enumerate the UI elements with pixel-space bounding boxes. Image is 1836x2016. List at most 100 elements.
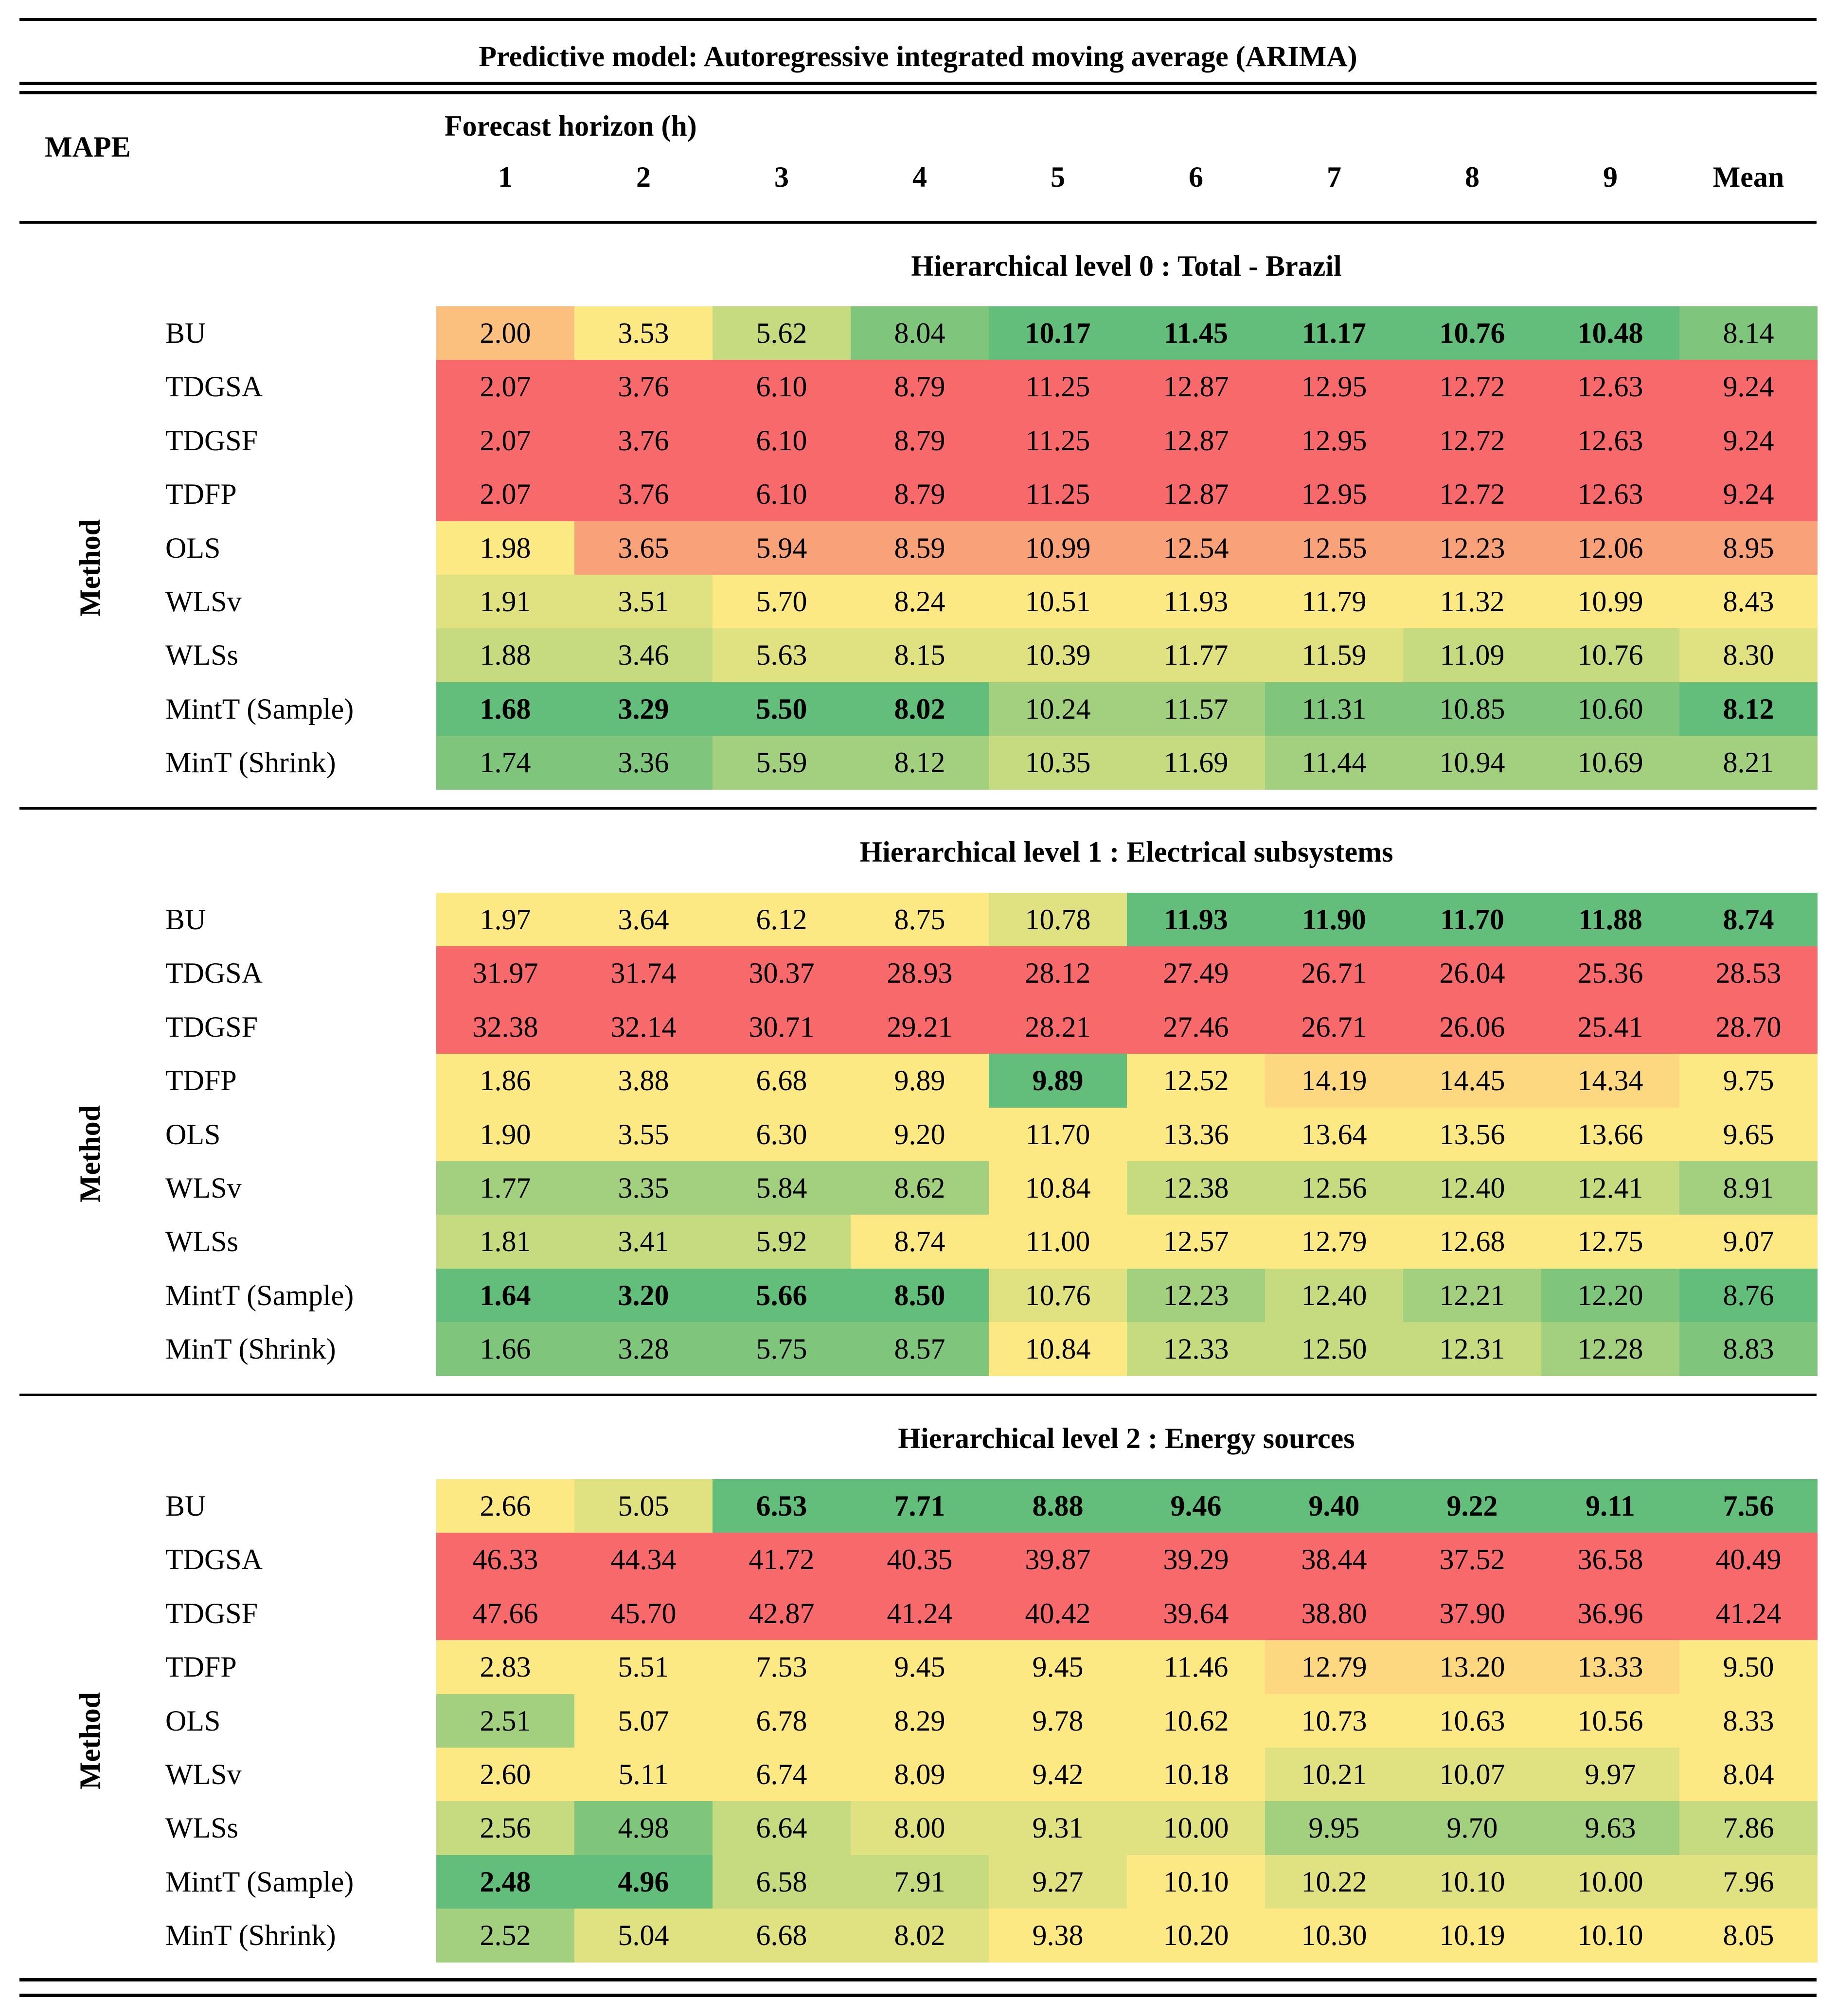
table-cell: 12.56 (1265, 1161, 1403, 1215)
table-cell: 5.05 (574, 1479, 713, 1533)
table-cell: 8.59 (851, 521, 989, 575)
table-cell: 3.76 (574, 360, 713, 414)
table-cell: 8.05 (1679, 1909, 1818, 1963)
table-cell: 13.66 (1541, 1107, 1679, 1162)
table-cell: 9.11 (1541, 1479, 1679, 1533)
table-cell: 32.38 (436, 1000, 574, 1054)
table-cell: 3.41 (574, 1215, 713, 1269)
column-header-4: 4 (912, 161, 927, 193)
table-cell: 10.10 (1127, 1855, 1265, 1909)
table-cell: 39.29 (1127, 1533, 1265, 1587)
table-cell: 38.44 (1265, 1533, 1403, 1587)
table-cell: 12.72 (1403, 467, 1541, 522)
table-cell: 12.54 (1127, 521, 1265, 575)
table-cell: 8.29 (851, 1694, 989, 1748)
table-cell: 39.87 (989, 1533, 1127, 1587)
table-cell: 10.78 (989, 893, 1127, 947)
table-cell: 1.97 (436, 893, 574, 947)
table-cell: 8.75 (851, 893, 989, 947)
row-label: TDGSA (165, 1543, 263, 1576)
table-cell: 41.72 (713, 1533, 851, 1587)
table-cell: 2.07 (436, 467, 574, 522)
table-cell: 9.65 (1679, 1107, 1818, 1162)
table-cell: 6.68 (713, 1909, 851, 1963)
table-cell: 9.46 (1127, 1479, 1265, 1533)
table-cell: 12.40 (1265, 1268, 1403, 1323)
table-cell: 6.10 (713, 413, 851, 468)
level-1-rule (19, 1394, 1817, 1396)
table-cell: 10.60 (1541, 682, 1679, 736)
table-cell: 44.34 (574, 1533, 713, 1587)
table-cell: 2.07 (436, 413, 574, 468)
table-cell: 11.79 (1265, 575, 1403, 629)
table-cell: 9.97 (1541, 1748, 1679, 1802)
table-cell: 12.72 (1403, 360, 1541, 414)
table-cell: 4.98 (574, 1801, 713, 1856)
table-cell: 2.07 (436, 360, 574, 414)
table-cell: 10.99 (989, 521, 1127, 575)
table-cell: 2.66 (436, 1479, 574, 1533)
table-cell: 2.48 (436, 1855, 574, 1909)
table-cell: 11.69 (1127, 736, 1265, 790)
table-cell: 8.62 (851, 1161, 989, 1215)
table-cell: 9.45 (989, 1640, 1127, 1695)
table-cell: 26.06 (1403, 1000, 1541, 1054)
column-header-8: 8 (1465, 161, 1479, 193)
column-header-1: 1 (498, 161, 513, 193)
table-cell: 39.64 (1127, 1586, 1265, 1641)
table-cell: 7.96 (1679, 1855, 1818, 1909)
table-cell: 1.98 (436, 521, 574, 575)
table-cell: 2.51 (436, 1694, 574, 1748)
table-cell: 8.30 (1679, 628, 1818, 683)
table-cell: 10.18 (1127, 1748, 1265, 1802)
table-cell: 10.22 (1265, 1855, 1403, 1909)
table-cell: 8.02 (851, 682, 989, 736)
table-cell: 10.30 (1265, 1909, 1403, 1963)
table-cell: 31.97 (436, 946, 574, 1001)
table-cell: 3.28 (574, 1322, 713, 1377)
column-header-3: 3 (774, 161, 789, 193)
table-cell: 12.72 (1403, 413, 1541, 468)
table-cell: 29.21 (851, 1000, 989, 1054)
table-cell: 10.24 (989, 682, 1127, 736)
row-label: WLSs (165, 1225, 238, 1258)
table-cell: 8.14 (1679, 306, 1818, 360)
column-header-5: 5 (1051, 161, 1065, 193)
table-cell: 8.02 (851, 1909, 989, 1963)
column-header-2: 2 (636, 161, 651, 193)
table-cell: 12.57 (1127, 1215, 1265, 1269)
table-cell: 25.41 (1541, 1000, 1679, 1054)
table-cell: 11.31 (1265, 682, 1403, 736)
table-cell: 6.10 (713, 467, 851, 522)
table-cell: 6.68 (713, 1054, 851, 1108)
row-label: BU (165, 317, 206, 349)
table-cell: 5.07 (574, 1694, 713, 1748)
table-cell: 8.09 (851, 1748, 989, 1802)
table-cell: 9.70 (1403, 1801, 1541, 1856)
table-cell: 10.94 (1403, 736, 1541, 790)
table-cell: 12.87 (1127, 413, 1265, 468)
table-cell: 3.76 (574, 467, 713, 522)
row-label: MintT (Sample) (165, 692, 354, 725)
table-cell: 9.20 (851, 1107, 989, 1162)
table-cell: 2.60 (436, 1748, 574, 1802)
table-cell: 40.42 (989, 1586, 1127, 1641)
table-cell: 2.56 (436, 1801, 574, 1856)
table-cell: 5.59 (713, 736, 851, 790)
table-cell: 10.19 (1403, 1909, 1541, 1963)
table-cell: 13.64 (1265, 1107, 1403, 1162)
level-2-title: Hierarchical level 2 : Energy sources (898, 1422, 1355, 1454)
table-cell: 11.25 (989, 467, 1127, 522)
table-cell: 4.96 (574, 1855, 713, 1909)
table-cell: 5.51 (574, 1640, 713, 1695)
table-cell: 14.34 (1541, 1054, 1679, 1108)
table-cell: 10.84 (989, 1161, 1127, 1215)
forecast-horizon-label: Forecast horizon (h) (445, 110, 697, 142)
table-cell: 1.74 (436, 736, 574, 790)
row-label: WLSv (165, 585, 242, 618)
column-header-7: 7 (1327, 161, 1341, 193)
table-cell: 9.78 (989, 1694, 1127, 1748)
level-0-rule (19, 807, 1817, 810)
table-cell: 8.74 (851, 1215, 989, 1269)
table-cell: 1.64 (436, 1268, 574, 1323)
